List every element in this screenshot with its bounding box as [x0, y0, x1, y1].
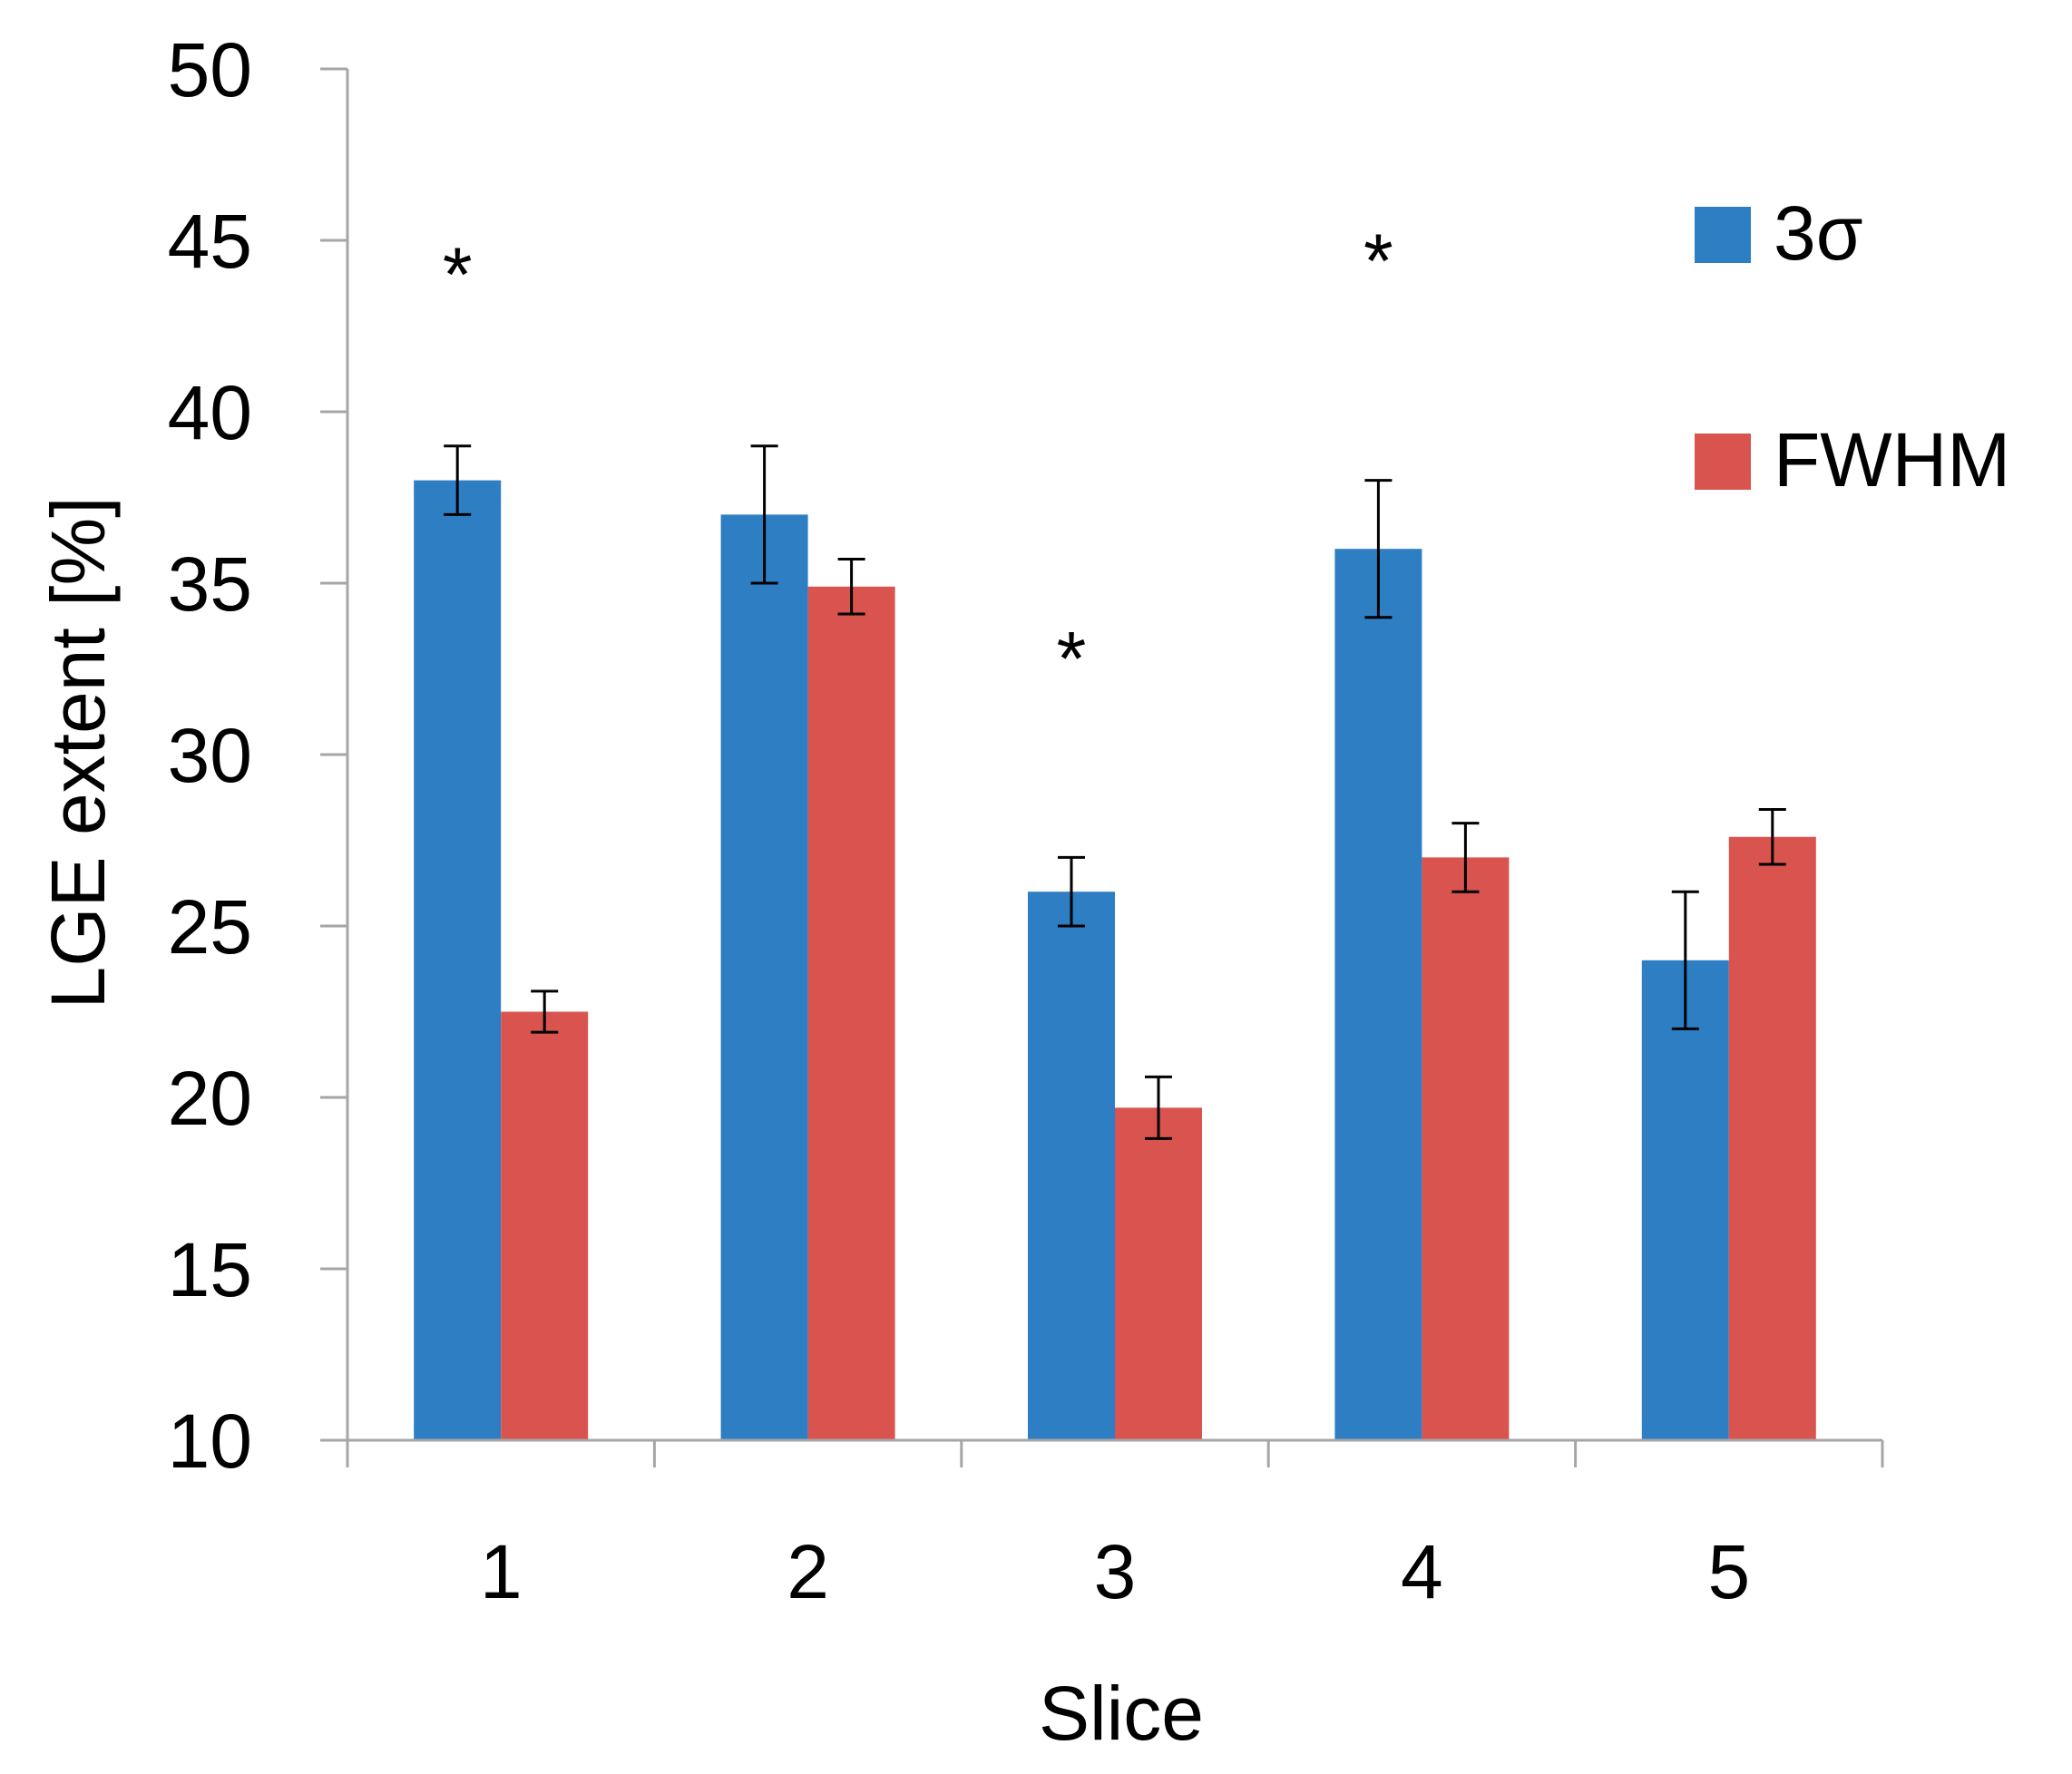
y-ticks-group: 10 15 20 25 30 35 40 45 50 — [168, 27, 347, 1484]
bar-fwhm-slice-1 — [501, 1011, 589, 1440]
bar-3sigma-slice-2 — [720, 514, 808, 1440]
y-tick-label: 35 — [168, 541, 252, 627]
y-tick-label: 20 — [168, 1056, 252, 1141]
annotations-group: * * * — [443, 218, 1393, 700]
y-tick-label: 10 — [168, 1399, 252, 1484]
y-tick-label: 50 — [168, 27, 252, 112]
x-tick-label: 4 — [1401, 1529, 1443, 1614]
significance-asterisk: * — [1363, 218, 1393, 303]
y-tick-label: 45 — [168, 199, 252, 284]
x-ticks-group: 1 2 3 4 5 — [346, 1440, 1884, 1614]
y-tick-label: 25 — [168, 884, 252, 970]
bar-fwhm-slice-5 — [1728, 836, 1816, 1440]
legend-label: 3σ — [1774, 190, 1863, 276]
y-tick-label: 15 — [168, 1227, 252, 1312]
bars-group — [414, 480, 1816, 1440]
x-tick-label: 3 — [1094, 1529, 1137, 1614]
x-tick-label: 1 — [480, 1529, 523, 1614]
x-tick-label: 5 — [1707, 1529, 1750, 1614]
error-bars-group — [444, 444, 1786, 1140]
y-axis-title: LGE extent [%] — [35, 497, 121, 1009]
bar-fwhm-slice-4 — [1422, 857, 1510, 1440]
x-axis-title: Slice — [1039, 1671, 1204, 1756]
significance-asterisk: * — [1057, 616, 1087, 701]
significance-asterisk: * — [443, 231, 473, 317]
bar-3sigma-slice-3 — [1028, 892, 1115, 1440]
bar-3sigma-slice-1 — [414, 480, 502, 1440]
bar-fwhm-slice-3 — [1115, 1107, 1202, 1440]
legend-label: FWHM — [1774, 417, 2010, 502]
legend-swatch — [1695, 434, 1751, 490]
legend-swatch — [1695, 207, 1751, 263]
y-tick-label: 40 — [168, 370, 252, 455]
bar-3sigma-slice-5 — [1641, 960, 1729, 1440]
y-tick-label: 30 — [168, 713, 252, 798]
bar-3sigma-slice-4 — [1334, 549, 1422, 1440]
legend: 3σ FWHM — [1695, 190, 2010, 502]
x-tick-label: 2 — [787, 1529, 829, 1614]
bar-fwhm-slice-2 — [807, 586, 895, 1440]
